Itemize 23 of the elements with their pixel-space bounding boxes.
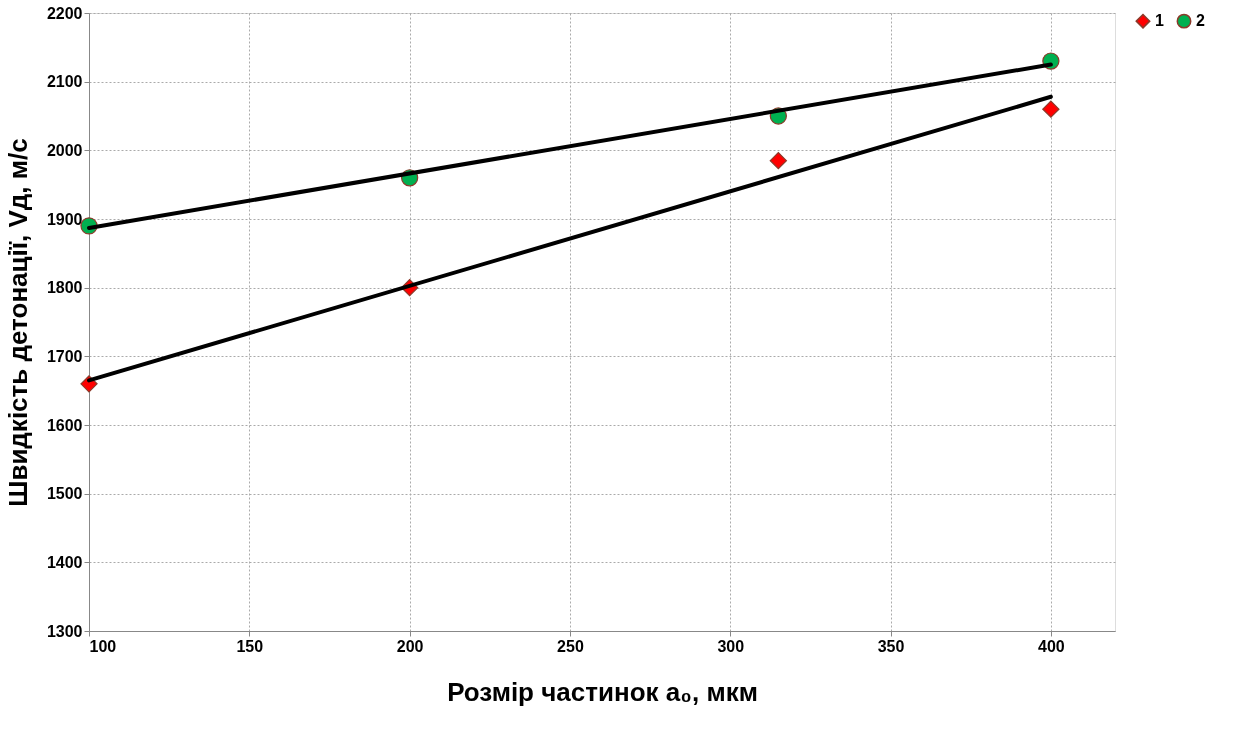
legend-label: 1 bbox=[1155, 12, 1164, 30]
x-tick-label: 200 bbox=[396, 637, 424, 655]
y-tick-label: 1400 bbox=[46, 553, 83, 571]
point bbox=[1042, 100, 1060, 118]
x-tick-label: 100 bbox=[89, 637, 117, 655]
x-tick-label: 350 bbox=[877, 637, 905, 655]
y-tick-label: 1600 bbox=[46, 416, 83, 434]
x-tick-label: 300 bbox=[717, 637, 745, 655]
y-tick-label: 2200 bbox=[46, 4, 83, 22]
y-axis-title: Швидкість детонації, Vд, м/с bbox=[2, 138, 33, 507]
y-tick-label: 1500 bbox=[46, 485, 83, 503]
point bbox=[769, 151, 788, 170]
y-tick-label: 1300 bbox=[46, 622, 83, 640]
y-tick-label: 2000 bbox=[46, 141, 83, 159]
legend-label: 2 bbox=[1196, 12, 1205, 30]
x-tick-label: 400 bbox=[1038, 637, 1065, 655]
x-axis-title: Розмір частинок a₀, мкм bbox=[447, 676, 758, 707]
y-tick-label: 1800 bbox=[46, 279, 83, 297]
x-tick-label: 250 bbox=[557, 637, 584, 655]
x-tick-label: 150 bbox=[236, 637, 264, 655]
y-tick-label: 1700 bbox=[46, 347, 83, 365]
y-tick-label: 1900 bbox=[46, 210, 83, 228]
y-tick-label: 2100 bbox=[46, 73, 83, 91]
